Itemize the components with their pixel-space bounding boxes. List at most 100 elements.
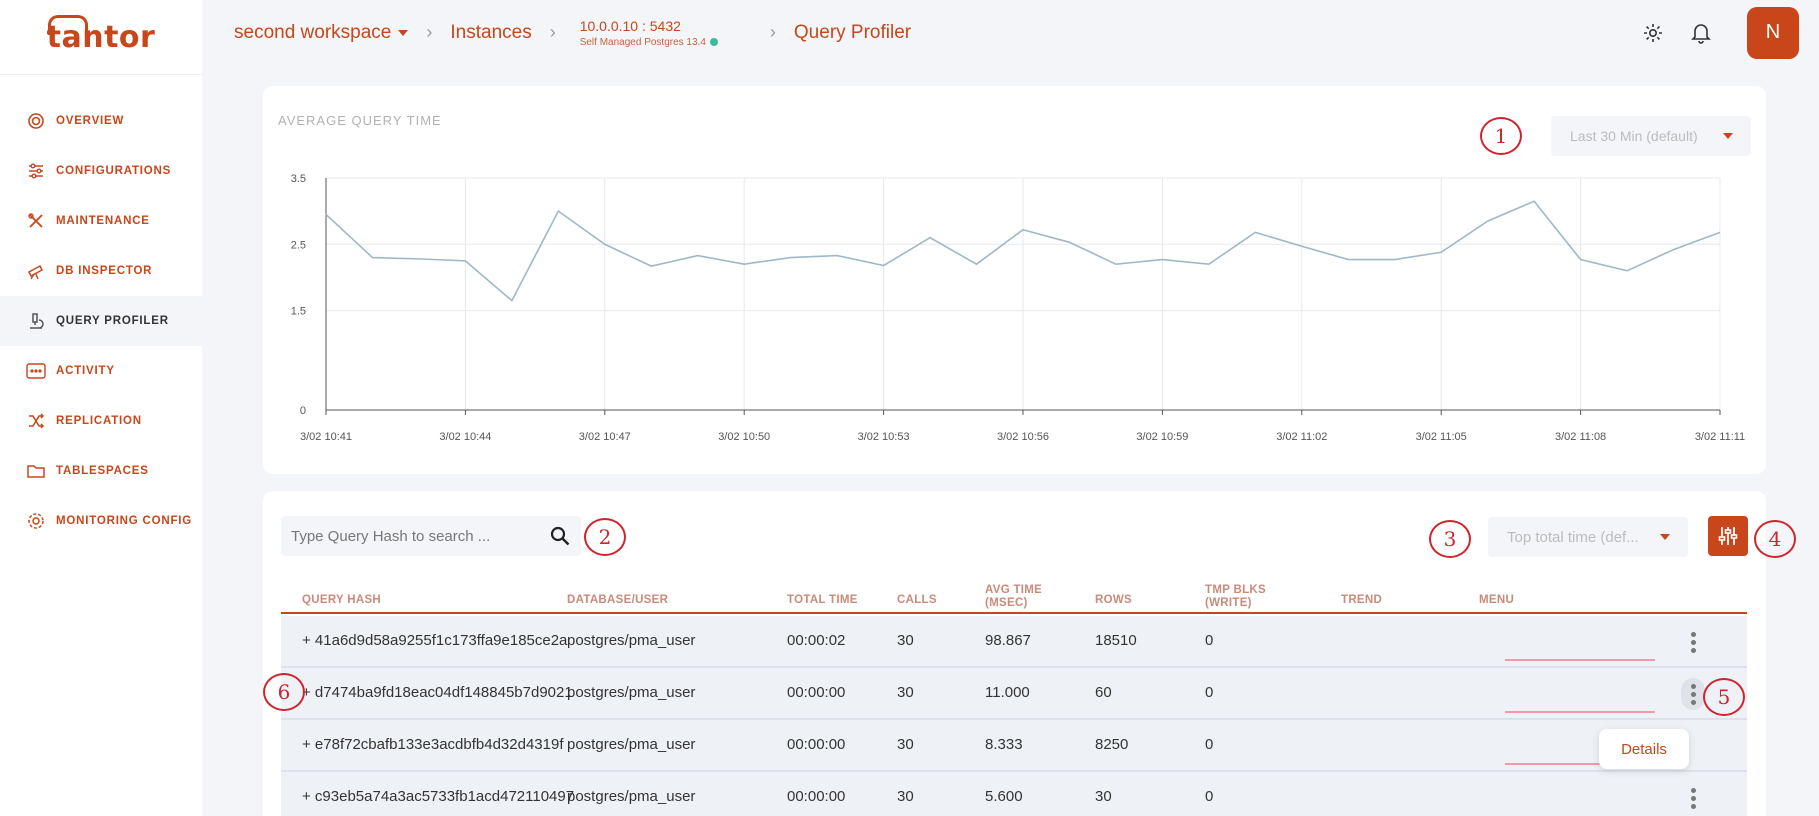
query-hash-cell[interactable]: + 41a6d9d58a9255f1c173ffa9e185ce2a xyxy=(302,632,568,649)
col-trend: TREND xyxy=(1341,594,1383,606)
instance-type-label: Self Managed Postgres 13.4 xyxy=(579,36,706,48)
col-avg-time-line1: AVG TIME xyxy=(985,584,1043,596)
logo[interactable]: tantor xyxy=(0,0,202,75)
avg-time-cell: 8.333 xyxy=(985,736,1023,753)
row-menu-icon[interactable] xyxy=(1681,782,1705,814)
chevron-right-icon: › xyxy=(549,22,556,42)
col-avg-time[interactable]: AVG TIME (MSEC) xyxy=(985,584,1042,610)
y-tick-label: 3.5 xyxy=(291,173,306,185)
sidebar-item-label: QUERY PROFILER xyxy=(56,315,169,327)
sidebar-item-monitoring-config[interactable]: MONITORING CONFIG xyxy=(0,496,202,546)
query-hash-search[interactable] xyxy=(281,516,581,556)
calls-cell: 30 xyxy=(897,632,914,649)
col-calls[interactable]: CALLS xyxy=(897,594,937,606)
sidebar-item-activity[interactable]: ACTIVITY xyxy=(0,346,202,396)
settings-icon[interactable] xyxy=(1641,21,1665,45)
query-hash-cell[interactable]: + c93eb5a74a3ac5733fb1acd472110497 xyxy=(302,788,575,805)
search-input[interactable] xyxy=(281,516,531,556)
x-tick-label: 3/02 11:05 xyxy=(1416,431,1467,443)
annotation-3: 3 xyxy=(1429,520,1471,558)
bell-icon[interactable] xyxy=(1689,21,1713,45)
tmp-blks-cell: 0 xyxy=(1205,684,1214,701)
row-menu-icon[interactable] xyxy=(1681,678,1705,710)
table-header: QUERY HASH DATABASE/USER TOTAL TIME CALL… xyxy=(281,584,1747,614)
shuffle-icon xyxy=(25,412,47,430)
sidebar-item-label: MAINTENANCE xyxy=(56,215,150,227)
sidebar-item-tablespaces[interactable]: TABLESPACES xyxy=(0,446,202,496)
annotation-6: 6 xyxy=(263,673,305,711)
top-bar: second workspace › Instances › 10.0.0.10… xyxy=(202,0,1819,65)
logo-mark xyxy=(48,15,88,35)
query-table-card: Top total time (def... QUERY HASH DATABA… xyxy=(263,491,1766,816)
workspace-selector[interactable]: second workspace xyxy=(234,21,409,44)
annotation-1: 1 xyxy=(1480,117,1522,155)
query-hash-cell[interactable]: + e78f72cbafb133e3acdbfb4d32d4319f xyxy=(302,736,564,753)
y-tick-label: 2.5 xyxy=(291,239,306,251)
row-menu-icon[interactable] xyxy=(1681,626,1705,658)
col-total-time[interactable]: TOTAL TIME xyxy=(787,594,858,606)
query-hash-cell[interactable]: + d7474ba9fd18eac04df148845b7d9021 xyxy=(302,684,573,701)
chart-title: AVERAGE QUERY TIME xyxy=(278,113,442,128)
col-menu: MENU xyxy=(1479,594,1515,606)
table-row[interactable]: + d7474ba9fd18eac04df148845b7d9021 postg… xyxy=(281,668,1747,720)
breadcrumb-instance[interactable]: 10.0.0.10 : 5432 Self Managed Postgres 1… xyxy=(580,18,718,48)
search-icon[interactable] xyxy=(549,525,571,547)
sidebar-item-overview[interactable]: OVERVIEW xyxy=(0,96,202,146)
table-row[interactable]: + e78f72cbafb133e3acdbfb4d32d4319f postg… xyxy=(281,720,1747,772)
total-time-cell: 00:00:00 xyxy=(787,788,846,805)
database-user-cell: postgres/pma_user xyxy=(567,788,696,805)
row-menu-details[interactable]: Details xyxy=(1599,729,1689,769)
avg-time-cell: 98.867 xyxy=(985,632,1031,649)
chevron-right-icon: › xyxy=(769,22,776,42)
telescope-icon xyxy=(25,262,47,280)
sidebar-item-db-inspector[interactable]: DB INSPECTOR xyxy=(0,246,202,296)
activity-icon xyxy=(25,362,47,380)
col-tmp-blks[interactable]: TMP BLKS (WRITE) xyxy=(1205,584,1266,610)
filter-button[interactable] xyxy=(1708,516,1748,556)
annotation-2: 2 xyxy=(584,518,626,556)
tmp-blks-cell: 0 xyxy=(1205,632,1214,649)
annotation-4: 4 xyxy=(1754,520,1796,558)
table-row[interactable]: + c93eb5a74a3ac5733fb1acd472110497 postg… xyxy=(281,772,1747,816)
avatar[interactable]: N xyxy=(1747,6,1799,59)
folder-icon xyxy=(25,462,47,480)
database-user-cell: postgres/pma_user xyxy=(567,632,696,649)
sort-select[interactable]: Top total time (def... xyxy=(1488,517,1688,557)
overview-icon xyxy=(25,112,47,130)
series-line xyxy=(325,200,1721,302)
breadcrumb-instances[interactable]: Instances xyxy=(450,21,532,43)
workspace-name: second workspace xyxy=(234,21,392,43)
sidebar-item-label: MONITORING CONFIG xyxy=(56,515,193,527)
sidebar-item-configurations[interactable]: CONFIGURATIONS xyxy=(0,146,202,196)
rows-cell: 8250 xyxy=(1095,736,1129,753)
sidebar-item-label: DB INSPECTOR xyxy=(56,265,153,277)
sidebar-item-label: OVERVIEW xyxy=(56,115,125,127)
chevron-right-icon: › xyxy=(426,22,433,42)
col-rows[interactable]: ROWS xyxy=(1095,594,1132,606)
avg-time-cell: 11.000 xyxy=(985,684,1030,701)
sidebar-item-label: CONFIGURATIONS xyxy=(56,165,172,177)
col-tmp-blks-line1: TMP BLKS xyxy=(1205,584,1266,596)
col-avg-time-line2: (MSEC) xyxy=(985,597,1028,609)
table-row[interactable]: + 41a6d9d58a9255f1c173ffa9e185ce2a postg… xyxy=(281,616,1747,668)
sidebar-item-maintenance[interactable]: MAINTENANCE xyxy=(0,196,202,246)
x-tick-label: 3/02 11:02 xyxy=(1276,431,1327,443)
sidebar-item-replication[interactable]: REPLICATION xyxy=(0,396,202,446)
x-tick-label: 3/02 10:41 xyxy=(300,431,352,443)
col-query-hash[interactable]: QUERY HASH xyxy=(302,594,382,606)
sidebar-item-query-profiler[interactable]: QUERY PROFILER xyxy=(0,296,202,346)
sidebar-nav: OVERVIEW CONFIGURATIONS MAINTENANCE DB I… xyxy=(0,96,202,546)
calls-cell: 30 xyxy=(897,736,914,753)
total-time-cell: 00:00:00 xyxy=(787,684,846,701)
time-range-select[interactable]: Last 30 Min (default) xyxy=(1551,116,1751,156)
sliders-icon xyxy=(25,162,47,180)
x-tick-label: 3/02 10:53 xyxy=(858,431,910,443)
database-user-cell: postgres/pma_user xyxy=(567,684,696,701)
col-database-user[interactable]: DATABASE/USER xyxy=(567,594,669,606)
trend-sparkline xyxy=(1505,711,1655,713)
sidebar-item-label: ACTIVITY xyxy=(56,365,115,377)
sidebar: tantor OVERVIEW CONFIGURATIONS MAINTENAN… xyxy=(0,0,202,816)
query-time-chart: 0 1.5 2.5 3.5 3/02 10:41 3/02 10:44 3/02 10:47… xyxy=(291,173,1745,443)
sliders-icon xyxy=(1718,527,1738,545)
col-tmp-blks-line2: (WRITE) xyxy=(1205,597,1252,609)
